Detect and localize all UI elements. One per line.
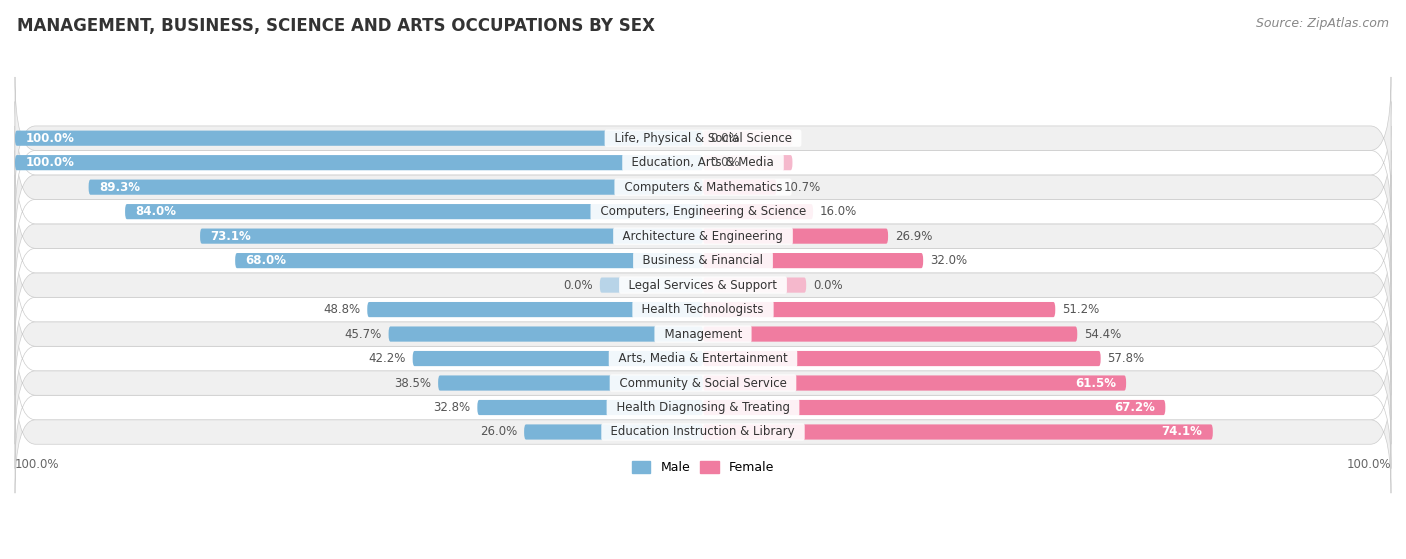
- Legend: Male, Female: Male, Female: [627, 456, 779, 480]
- Text: 0.0%: 0.0%: [710, 156, 740, 169]
- FancyBboxPatch shape: [703, 400, 1166, 415]
- Text: Computers, Engineering & Science: Computers, Engineering & Science: [592, 205, 814, 218]
- Text: 0.0%: 0.0%: [564, 278, 593, 292]
- FancyBboxPatch shape: [703, 155, 793, 170]
- FancyBboxPatch shape: [703, 376, 1126, 391]
- FancyBboxPatch shape: [703, 229, 889, 244]
- Text: Legal Services & Support: Legal Services & Support: [621, 278, 785, 292]
- Text: 100.0%: 100.0%: [1347, 458, 1391, 471]
- Text: 0.0%: 0.0%: [710, 132, 740, 145]
- FancyBboxPatch shape: [703, 424, 1213, 439]
- Text: 57.8%: 57.8%: [1108, 352, 1144, 365]
- FancyBboxPatch shape: [600, 277, 703, 293]
- FancyBboxPatch shape: [200, 229, 703, 244]
- Text: 100.0%: 100.0%: [25, 156, 75, 169]
- FancyBboxPatch shape: [439, 376, 703, 391]
- FancyBboxPatch shape: [703, 131, 793, 146]
- Text: 51.2%: 51.2%: [1062, 303, 1099, 316]
- FancyBboxPatch shape: [367, 302, 703, 317]
- FancyBboxPatch shape: [413, 351, 703, 366]
- FancyBboxPatch shape: [125, 204, 703, 219]
- Text: 32.0%: 32.0%: [929, 254, 967, 267]
- Text: 42.2%: 42.2%: [368, 352, 406, 365]
- FancyBboxPatch shape: [235, 253, 703, 268]
- FancyBboxPatch shape: [15, 224, 1391, 347]
- Text: 68.0%: 68.0%: [246, 254, 287, 267]
- Text: MANAGEMENT, BUSINESS, SCIENCE AND ARTS OCCUPATIONS BY SEX: MANAGEMENT, BUSINESS, SCIENCE AND ARTS O…: [17, 17, 655, 35]
- FancyBboxPatch shape: [89, 179, 703, 195]
- Text: Management: Management: [657, 328, 749, 340]
- FancyBboxPatch shape: [15, 248, 1391, 371]
- FancyBboxPatch shape: [15, 371, 1391, 493]
- FancyBboxPatch shape: [524, 424, 703, 439]
- FancyBboxPatch shape: [703, 277, 806, 293]
- Text: Source: ZipAtlas.com: Source: ZipAtlas.com: [1256, 17, 1389, 30]
- Text: Community & Social Service: Community & Social Service: [612, 377, 794, 390]
- Text: Architecture & Engineering: Architecture & Engineering: [616, 230, 790, 243]
- FancyBboxPatch shape: [15, 175, 1391, 297]
- FancyBboxPatch shape: [15, 297, 1391, 420]
- Text: 32.8%: 32.8%: [433, 401, 471, 414]
- Text: 73.1%: 73.1%: [211, 230, 252, 243]
- FancyBboxPatch shape: [703, 326, 1077, 342]
- FancyBboxPatch shape: [15, 150, 1391, 273]
- Text: Health Technologists: Health Technologists: [634, 303, 772, 316]
- Text: 100.0%: 100.0%: [15, 458, 59, 471]
- Text: Education Instruction & Library: Education Instruction & Library: [603, 425, 803, 438]
- FancyBboxPatch shape: [388, 326, 703, 342]
- FancyBboxPatch shape: [15, 347, 1391, 469]
- FancyBboxPatch shape: [15, 200, 1391, 322]
- Text: 26.9%: 26.9%: [896, 230, 932, 243]
- FancyBboxPatch shape: [15, 77, 1391, 200]
- FancyBboxPatch shape: [703, 204, 813, 219]
- Text: Life, Physical & Social Science: Life, Physical & Social Science: [607, 132, 799, 145]
- FancyBboxPatch shape: [703, 253, 924, 268]
- Text: 54.4%: 54.4%: [1084, 328, 1122, 340]
- Text: 10.7%: 10.7%: [783, 181, 821, 193]
- Text: Arts, Media & Entertainment: Arts, Media & Entertainment: [610, 352, 796, 365]
- Text: 48.8%: 48.8%: [323, 303, 360, 316]
- FancyBboxPatch shape: [703, 351, 1101, 366]
- Text: 0.0%: 0.0%: [813, 278, 842, 292]
- Text: 61.5%: 61.5%: [1074, 377, 1116, 390]
- FancyBboxPatch shape: [703, 302, 1056, 317]
- Text: 45.7%: 45.7%: [344, 328, 381, 340]
- FancyBboxPatch shape: [15, 101, 1391, 224]
- Text: 74.1%: 74.1%: [1161, 425, 1202, 438]
- FancyBboxPatch shape: [15, 131, 703, 146]
- FancyBboxPatch shape: [15, 322, 1391, 444]
- Text: 38.5%: 38.5%: [394, 377, 432, 390]
- Text: 67.2%: 67.2%: [1114, 401, 1154, 414]
- Text: 84.0%: 84.0%: [135, 205, 176, 218]
- Text: 89.3%: 89.3%: [98, 181, 141, 193]
- Text: 26.0%: 26.0%: [479, 425, 517, 438]
- Text: 16.0%: 16.0%: [820, 205, 858, 218]
- FancyBboxPatch shape: [477, 400, 703, 415]
- FancyBboxPatch shape: [703, 179, 776, 195]
- Text: 100.0%: 100.0%: [25, 132, 75, 145]
- Text: Health Diagnosing & Treating: Health Diagnosing & Treating: [609, 401, 797, 414]
- FancyBboxPatch shape: [15, 126, 1391, 248]
- Text: Education, Arts & Media: Education, Arts & Media: [624, 156, 782, 169]
- Text: Business & Financial: Business & Financial: [636, 254, 770, 267]
- FancyBboxPatch shape: [15, 155, 703, 170]
- Text: Computers & Mathematics: Computers & Mathematics: [617, 181, 789, 193]
- FancyBboxPatch shape: [15, 273, 1391, 395]
